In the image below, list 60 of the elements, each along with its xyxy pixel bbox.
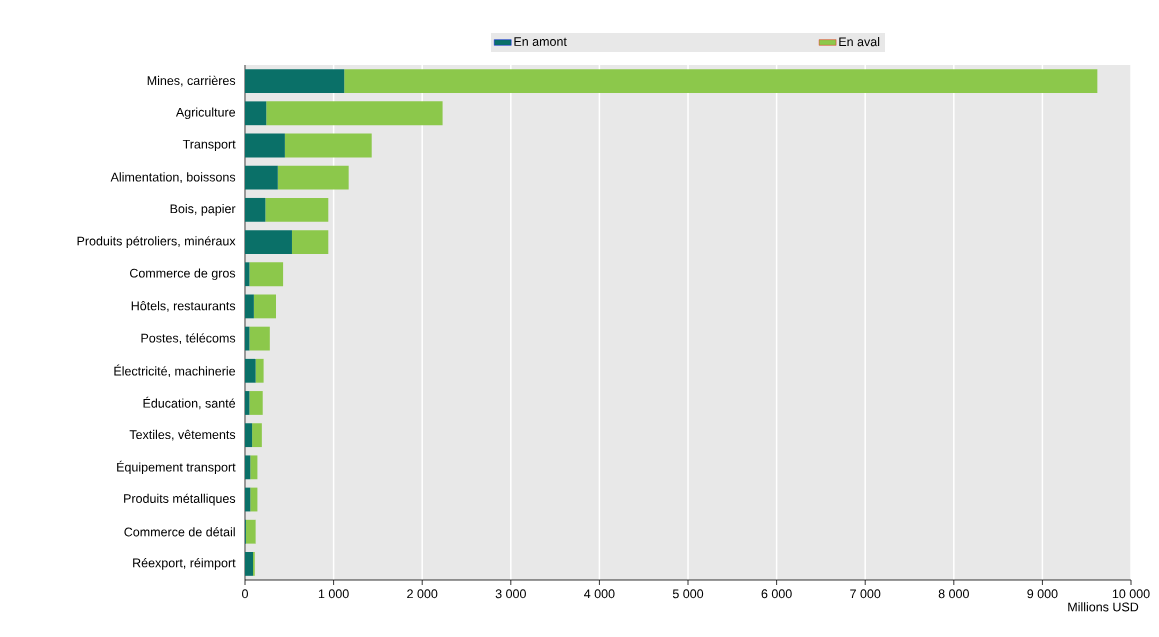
bar (250, 487, 258, 512)
bar (277, 165, 349, 190)
x-tick-label: 1 000 (318, 589, 349, 599)
y-tick-label: Éducation, santé (143, 396, 236, 410)
bar (265, 197, 329, 222)
bar (266, 101, 443, 126)
x-tick-label: 9 000 (1027, 589, 1058, 599)
y-tick-label: Mines, carrières (147, 75, 236, 87)
y-tick-label: Commerce de gros (129, 268, 236, 281)
x-tick-label: 10 000 (1112, 589, 1150, 599)
y-tick-label: Réexport, réimport (133, 558, 236, 570)
x-tick-label: 5 000 (672, 589, 704, 599)
bar (252, 423, 262, 448)
x-tick-label: 3 000 (495, 589, 526, 599)
bar (344, 69, 1098, 93)
bar (245, 455, 251, 480)
bar (250, 455, 258, 480)
bar (245, 133, 285, 158)
bar (249, 326, 270, 351)
x-tick-label: 6 000 (761, 589, 792, 599)
legend-label: En aval (839, 37, 880, 47)
bar (245, 69, 345, 93)
y-tick-label: Bois, papier (170, 204, 236, 216)
bar (249, 391, 263, 415)
bar (245, 326, 250, 351)
x-axis-title: Millions USD (1068, 602, 1139, 612)
bar (245, 358, 256, 383)
bar (249, 262, 284, 287)
bar (255, 358, 264, 383)
y-tick-label: Transport (182, 139, 236, 152)
y-tick-label: Produits pétroliers, minéraux (77, 236, 236, 248)
y-tick-label: Commerce de détail (124, 527, 235, 537)
bar (284, 133, 372, 158)
x-tick-label: 7 000 (850, 589, 881, 599)
y-tick-label: Textiles, vêtements (129, 429, 236, 441)
bar (245, 391, 250, 415)
legend-label: En amont (514, 37, 567, 46)
bar (245, 552, 253, 576)
y-tick-label: Postes, télécoms (141, 333, 236, 344)
y-tick-label: Agriculture (175, 107, 236, 120)
x-tick-label: 0 (242, 589, 248, 599)
bar (245, 197, 266, 222)
x-tick-label: 4 000 (584, 589, 615, 599)
bar (245, 519, 256, 544)
bar (245, 165, 278, 190)
bar (253, 294, 277, 319)
bar (245, 101, 267, 126)
y-tick-label: Électricité, machinerie (114, 364, 236, 377)
y-tick-label: Hôtels, restaurants (131, 301, 236, 312)
bar (245, 294, 254, 319)
bar (245, 423, 253, 448)
bar (245, 262, 250, 287)
bar (245, 230, 292, 254)
bar (291, 230, 329, 254)
x-tick-label: 2 000 (407, 589, 438, 599)
bar (245, 487, 251, 512)
y-tick-label: Alimentation, boissons (110, 172, 236, 183)
x-tick-label: 8 000 (938, 589, 969, 599)
y-tick-label: Équipement transport (117, 460, 236, 475)
y-tick-label: Produits métalliques (124, 493, 236, 506)
